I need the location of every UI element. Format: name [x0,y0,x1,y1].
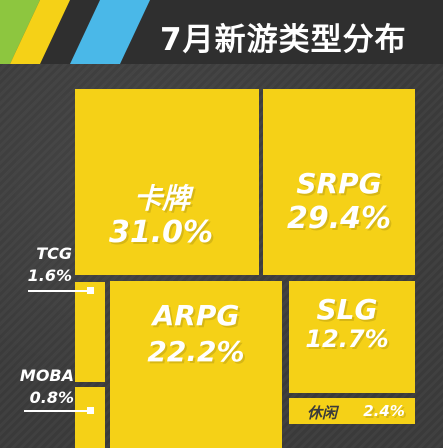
moba-leader-dot [87,407,94,414]
tile-xiuxian-value: 2.4% [363,402,405,420]
tile-xiuxian: 休闲 2.4% [289,398,415,424]
tile-moba [75,387,105,448]
header-banner: 7月新游类型分布 [0,0,443,64]
label-moba-value: 0.8% [29,388,74,407]
blue-stripe [70,0,150,64]
moba-leader-line [24,410,88,412]
tile-slg-name: SLG [316,293,378,326]
tile-kapai-value: 31.0% [108,215,214,250]
tile-kapai: 卡牌 31.0% [75,89,259,275]
label-moba-name: MOBA [19,366,74,385]
chart-title: 7月新游类型分布 [160,22,407,58]
tile-slg: SLG 12.7% [289,281,415,393]
tile-srpg-name: SRPG [296,167,382,200]
tile-arpg: ARPG 22.2% [110,281,282,448]
tile-slg-value: 12.7% [305,325,389,353]
tcg-leader-dot [87,287,94,294]
tile-kapai-name: 卡牌 [133,182,190,215]
tile-srpg: SRPG 29.4% [263,89,415,275]
label-tcg-value: 1.6% [27,266,72,285]
tile-arpg-name: ARPG [152,299,240,332]
green-stripe [0,0,40,64]
header-stripes [0,0,150,64]
tcg-leader-line [28,290,88,292]
label-tcg-name: TCG [36,244,72,263]
yellow-stripe [10,0,70,64]
tile-arpg-value: 22.2% [147,335,245,368]
tile-xiuxian-name: 休闲 [306,404,337,422]
tile-srpg-value: 29.4% [286,201,392,236]
tile-tcg [75,282,105,382]
